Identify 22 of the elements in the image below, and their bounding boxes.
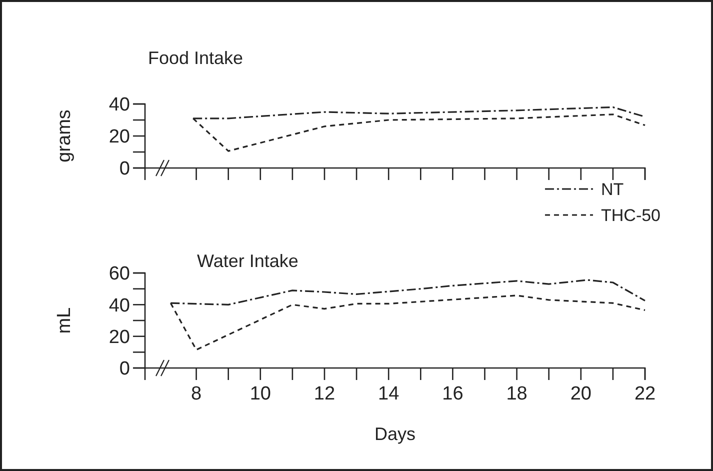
y-tick-label: 0	[119, 158, 130, 180]
x-tick-label: 16	[442, 383, 464, 404]
y-axis-title: mL	[54, 307, 75, 334]
y-tick-label: 40	[108, 295, 130, 316]
y-tick-label: 0	[119, 358, 130, 380]
x-axis-title: Days	[374, 424, 416, 444]
x-tick-label: 20	[570, 383, 592, 404]
x-tick-label: 14	[378, 383, 400, 404]
y-tick-label: 60	[108, 264, 130, 285]
x-tick-label: 12	[314, 383, 336, 404]
x-tick-label: 22	[634, 383, 656, 404]
y-tick-label: 20	[108, 126, 130, 148]
x-tick-label: 10	[250, 383, 271, 404]
y-tick-label: 40	[108, 94, 130, 116]
chart-title: Food Intake	[148, 48, 244, 68]
y-axis-title: grams	[54, 110, 75, 162]
x-tick-label: 18	[506, 383, 528, 404]
legend-label: THC-50	[601, 206, 661, 225]
legend-label: NT	[601, 180, 624, 199]
x-tick-label: 8	[190, 383, 202, 404]
chart-title: Water Intake	[197, 251, 298, 271]
y-tick-label: 20	[108, 326, 130, 348]
